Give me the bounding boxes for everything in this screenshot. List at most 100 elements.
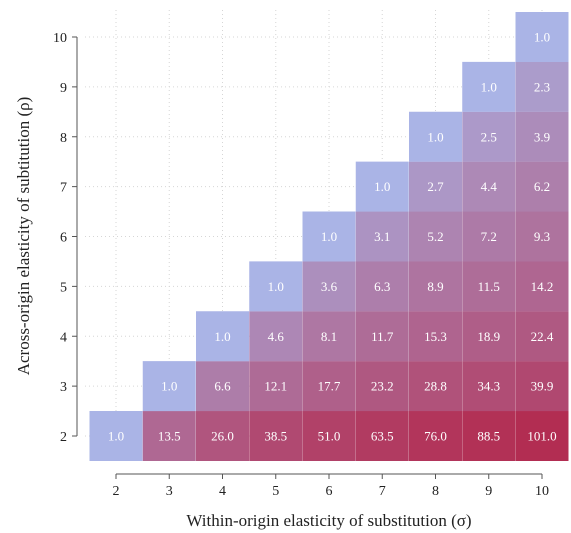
cell-rect [249, 261, 303, 312]
cell-value-label: 88.5 [477, 429, 500, 444]
heatmap-cell: 38.5 [249, 411, 303, 461]
heatmap-cell: 22.4 [515, 311, 569, 362]
y-tick-label: 8 [60, 131, 67, 146]
heatmap-cell: 1.0 [462, 61, 516, 112]
cell-value-label: 4.4 [481, 179, 498, 194]
heatmap-cell: 14.2 [515, 261, 569, 312]
cell-value-label: 8.9 [427, 279, 443, 294]
y-tick-label: 3 [60, 380, 67, 395]
cell-value-label: 11.5 [478, 279, 500, 294]
heatmap-cell: 11.7 [355, 311, 409, 362]
cell-rect [515, 61, 569, 112]
heatmap-cell: 101.0 [515, 411, 569, 461]
heatmap-cell: 34.3 [462, 361, 516, 412]
cell-rect [462, 61, 516, 112]
cell-value-label: 63.5 [371, 429, 394, 444]
heatmap-cell: 1.0 [355, 161, 409, 212]
cell-rect [355, 161, 409, 212]
heatmap-cell: 18.9 [462, 311, 516, 362]
cell-value-label: 11.7 [371, 329, 394, 344]
cell-rect [355, 211, 409, 262]
heatmap-cell: 1.0 [515, 12, 569, 62]
cell-value-label: 18.9 [477, 329, 500, 344]
cell-value-label: 34.3 [477, 379, 500, 394]
cell-rect [249, 311, 303, 362]
y-tick-label: 2 [60, 430, 67, 445]
heatmap-cell: 8.9 [409, 261, 462, 312]
heatmap-cell: 2.3 [515, 61, 569, 112]
cell-rect [462, 211, 516, 262]
cell-rect [515, 411, 569, 461]
cell-value-label: 1.0 [481, 79, 497, 94]
heatmap-cell: 23.2 [355, 361, 409, 412]
cell-rect [515, 161, 569, 212]
heatmap-cells: 1.0 13.5 26.0 38.5 51.0 63.5 76.0 88.5 101.0 1.0 6… [89, 12, 569, 461]
cell-rect [196, 411, 249, 461]
cell-rect [196, 361, 249, 412]
cell-rect [302, 211, 356, 262]
heatmap-cell: 15.3 [409, 311, 462, 362]
cell-rect [515, 111, 569, 162]
cell-value-label: 2.7 [427, 179, 444, 194]
cell-rect [302, 361, 356, 412]
cell-rect [409, 211, 462, 262]
heatmap-cell: 3.6 [302, 261, 356, 312]
heatmap-cell: 63.5 [355, 411, 409, 461]
x-tick-label: 2 [113, 484, 120, 499]
heatmap-cell: 1.0 [302, 211, 356, 262]
x-tick-label: 4 [219, 484, 226, 499]
cell-value-label: 1.0 [374, 179, 390, 194]
cell-rect [409, 111, 462, 162]
x-tick-label: 8 [432, 484, 439, 499]
cell-value-label: 23.2 [371, 379, 394, 394]
heatmap-cell: 6.2 [515, 161, 569, 212]
heatmap-cell: 9.3 [515, 211, 569, 262]
heatmap-cell: 12.1 [249, 361, 303, 412]
heatmap-cell: 1.0 [409, 111, 462, 162]
cell-value-label: 14.2 [531, 279, 554, 294]
cell-rect [142, 361, 196, 412]
cell-value-label: 51.0 [318, 429, 341, 444]
cell-value-label: 8.1 [321, 329, 337, 344]
cell-value-label: 39.9 [531, 379, 554, 394]
heatmap-cell: 13.5 [142, 411, 196, 461]
cell-value-label: 1.0 [161, 379, 177, 394]
cell-rect [462, 311, 516, 362]
heatmap-cell: 8.1 [302, 311, 356, 362]
cell-value-label: 2.5 [481, 129, 497, 144]
cell-value-label: 13.5 [158, 429, 181, 444]
cell-rect [302, 311, 356, 362]
cell-value-label: 6.6 [214, 379, 231, 394]
cell-value-label: 101.0 [527, 429, 556, 444]
cell-rect [355, 411, 409, 461]
cell-rect [249, 361, 303, 412]
cell-value-label: 3.6 [321, 279, 338, 294]
cell-value-label: 5.2 [427, 229, 443, 244]
cell-value-label: 76.0 [424, 429, 447, 444]
x-tick-label: 3 [166, 484, 173, 499]
cell-rect [196, 311, 249, 362]
cell-value-label: 1.0 [268, 279, 284, 294]
y-axis-title: Across-origin elasticity of subtitution … [14, 97, 33, 376]
y-tick-label: 5 [60, 280, 67, 295]
heatmap-cell: 1.0 [249, 261, 303, 312]
cell-rect [355, 311, 409, 362]
cell-value-label: 2.3 [534, 79, 550, 94]
cell-value-label: 12.1 [264, 379, 287, 394]
heatmap-cell: 2.7 [409, 161, 462, 212]
cell-rect [409, 261, 462, 312]
cell-rect [355, 261, 409, 312]
heatmap-cell: 17.7 [302, 361, 356, 412]
cell-rect [302, 261, 356, 312]
heatmap-cell: 1.0 [89, 411, 143, 461]
cell-value-label: 17.7 [318, 379, 341, 394]
cell-rect [89, 411, 143, 461]
heatmap-cell: 4.6 [249, 311, 303, 362]
heatmap-cell: 26.0 [196, 411, 249, 461]
cell-value-label: 9.3 [534, 229, 550, 244]
cell-value-label: 15.3 [424, 329, 447, 344]
y-tick-label: 6 [60, 231, 67, 246]
cell-value-label: 1.0 [321, 229, 337, 244]
y-tick-label: 9 [60, 81, 67, 96]
